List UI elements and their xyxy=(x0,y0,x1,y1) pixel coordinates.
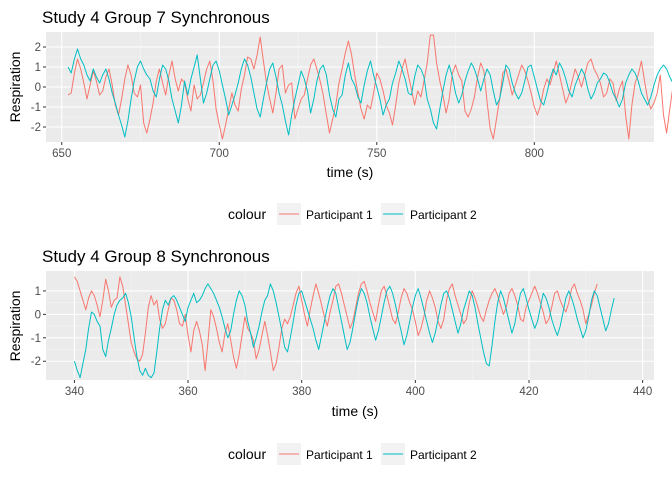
x-axis-ticks: 650 700 750 800 xyxy=(52,142,544,160)
y-tick-label: 1 xyxy=(35,62,41,74)
legend-label-participant-2: Participant 2 xyxy=(410,448,477,462)
x-tick-label: 380 xyxy=(292,386,311,398)
y-tick-label: -2 xyxy=(31,356,41,368)
y-axis-ticks: -2 -1 0 1 xyxy=(31,286,46,368)
series-lines xyxy=(73,276,615,379)
x-tick-label: 440 xyxy=(633,386,652,398)
y-axis-title: Respiration xyxy=(7,291,23,362)
legend: colour Participant 1 Participant 2 xyxy=(228,203,477,225)
y-tick-label: -2 xyxy=(31,122,41,134)
x-tick-label: 650 xyxy=(52,148,71,160)
y-axis-title: Respiration xyxy=(7,52,23,123)
x-tick-label: 400 xyxy=(406,386,425,398)
x-axis-ticks: 340 360 380 400 420 440 xyxy=(65,380,652,398)
chart-group7: Study 4 Group 7 Synchronous 650 700 750 800… xyxy=(7,8,672,225)
x-tick-label: 700 xyxy=(210,148,229,160)
y-tick-label: 0 xyxy=(35,309,41,321)
legend-title: colour xyxy=(228,206,266,222)
y-tick-label: 1 xyxy=(35,286,41,298)
legend-label-participant-2: Participant 2 xyxy=(410,208,477,222)
chart-title: Study 4 Group 7 Synchronous xyxy=(42,8,270,27)
y-tick-label: -1 xyxy=(31,333,41,345)
x-tick-label: 420 xyxy=(519,386,538,398)
legend-label-participant-1: Participant 1 xyxy=(306,448,373,462)
series-line-participant-2 xyxy=(67,48,672,138)
chart-group8: Study 4 Group 8 Synchronous 340 360 380 400… xyxy=(7,247,654,465)
plot-panel xyxy=(46,271,654,380)
series-line-participant-1 xyxy=(73,276,598,372)
legend-label-participant-1: Participant 1 xyxy=(306,208,373,222)
series-line-participant-2 xyxy=(73,283,615,379)
legend: colour Participant 1 Participant 2 xyxy=(228,443,477,465)
x-axis-title: time (s) xyxy=(332,403,379,419)
y-tick-label: -1 xyxy=(31,102,41,114)
series-lines xyxy=(67,34,672,140)
legend-title: colour xyxy=(228,446,266,462)
x-tick-label: 360 xyxy=(178,386,197,398)
x-axis-title: time (s) xyxy=(327,164,374,180)
x-tick-label: 750 xyxy=(367,148,386,160)
chart-title: Study 4 Group 8 Synchronous xyxy=(42,247,270,266)
y-axis-ticks: -2 -1 0 1 2 xyxy=(31,42,46,134)
y-tick-label: 0 xyxy=(35,82,41,94)
x-tick-label: 800 xyxy=(525,148,544,160)
x-tick-label: 340 xyxy=(65,386,84,398)
gridlines xyxy=(46,271,654,380)
y-tick-label: 2 xyxy=(35,42,41,54)
